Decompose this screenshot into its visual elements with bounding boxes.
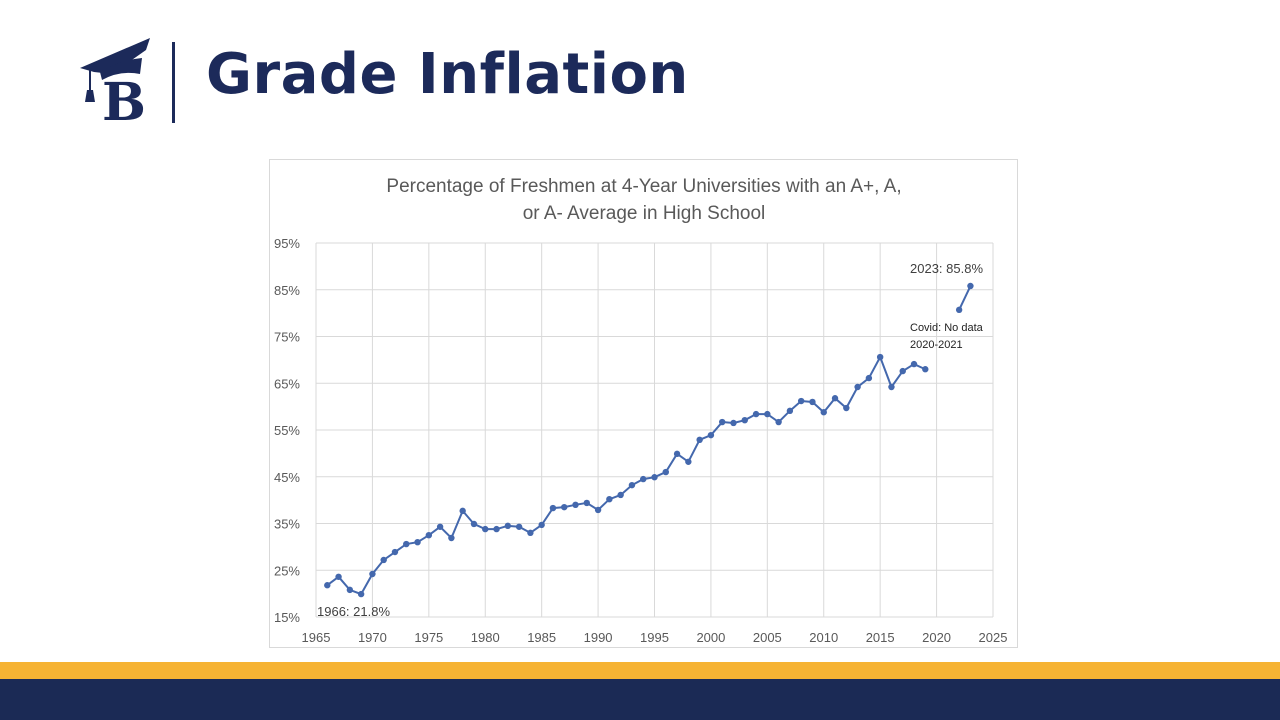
x-tick-label: 2025	[979, 630, 1008, 645]
data-point	[448, 534, 455, 542]
x-tick-label: 2010	[809, 630, 838, 645]
data-point	[764, 410, 771, 418]
data-point	[752, 410, 760, 418]
data-point	[888, 383, 895, 391]
data-point	[922, 366, 929, 373]
footer-gold-band	[0, 662, 1280, 679]
y-tick-label: 75%	[274, 330, 300, 345]
data-point	[865, 374, 873, 382]
data-point	[594, 506, 602, 514]
x-tick-label: 2000	[696, 630, 725, 645]
data-point	[967, 282, 974, 290]
data-point	[617, 491, 624, 499]
data-point	[673, 450, 681, 458]
x-tick-label: 1965	[302, 630, 331, 645]
data-point	[561, 503, 568, 511]
chart-svg: Percentage of Freshmen at 4-Year Univers…	[274, 176, 1008, 645]
x-tick-label: 1990	[584, 630, 613, 645]
data-point	[493, 525, 500, 533]
data-point	[719, 418, 726, 426]
covid-annotation-line-2: 2020-2021	[910, 339, 963, 351]
data-point	[470, 520, 478, 528]
data-point	[425, 531, 433, 539]
data-point	[662, 468, 669, 476]
data-point	[346, 586, 354, 594]
page-title: Grade Inflation	[206, 42, 689, 107]
data-point	[707, 431, 715, 439]
data-point	[403, 540, 410, 548]
y-tick-label: 95%	[274, 236, 300, 251]
logo-graduation-cap-b: B	[80, 38, 150, 124]
series-line	[958, 285, 972, 311]
x-tick-label: 1975	[414, 630, 443, 645]
data-point	[809, 398, 816, 406]
data-point	[459, 507, 466, 515]
x-tick-label: 2020	[922, 630, 951, 645]
y-tick-label: 55%	[274, 423, 300, 438]
data-point	[696, 436, 703, 444]
data-point	[640, 475, 647, 483]
data-point	[876, 353, 884, 361]
data-point	[380, 556, 387, 564]
data-point	[786, 407, 794, 415]
series-line	[326, 354, 926, 596]
data-point	[910, 360, 918, 368]
x-tick-label: 1980	[471, 630, 500, 645]
data-point	[538, 521, 545, 529]
data-point	[482, 525, 489, 533]
data-point	[369, 570, 376, 578]
svg-text:B: B	[102, 72, 146, 124]
data-point	[685, 458, 692, 465]
x-tick-label: 2005	[753, 630, 782, 645]
data-point	[831, 395, 839, 402]
chart-title-line-2: or A- Average in High School	[523, 203, 766, 224]
data-point	[583, 499, 590, 507]
data-point	[324, 582, 331, 589]
x-tick-label: 1995	[640, 630, 669, 645]
data-point	[730, 419, 737, 427]
data-point	[854, 383, 861, 391]
y-tick-label: 35%	[274, 517, 300, 532]
data-point	[549, 504, 557, 512]
data-point	[899, 367, 906, 375]
y-tick-label: 85%	[274, 283, 300, 298]
x-tick-label: 1970	[358, 630, 387, 645]
y-tick-label: 25%	[274, 563, 300, 578]
data-point	[572, 501, 579, 508]
data-point	[843, 404, 850, 412]
data-point	[335, 573, 342, 580]
y-tick-label: 15%	[274, 610, 300, 625]
end-annotation: 2023: 85.8%	[910, 261, 983, 276]
data-point	[628, 481, 636, 489]
data-point	[606, 495, 613, 503]
data-point	[527, 529, 534, 537]
data-point	[651, 474, 658, 481]
chart-title-line-1: Percentage of Freshmen at 4-Year Univers…	[386, 176, 901, 197]
data-point	[775, 418, 782, 426]
x-tick-label: 2015	[866, 630, 895, 645]
data-point	[515, 523, 523, 530]
footer-navy-band	[0, 679, 1280, 720]
start-annotation: 1966: 21.8%	[317, 604, 390, 619]
data-point	[741, 416, 748, 424]
data-point	[436, 523, 444, 530]
data-point	[820, 409, 827, 416]
y-tick-label: 45%	[274, 470, 300, 485]
data-point	[797, 397, 805, 405]
line-chart: Percentage of Freshmen at 4-Year Univers…	[269, 159, 1018, 648]
covid-annotation-line-1: Covid: No data	[910, 322, 984, 334]
y-tick-label: 65%	[274, 376, 300, 391]
x-tick-label: 1985	[527, 630, 556, 645]
data-point	[391, 548, 399, 556]
data-point	[357, 590, 365, 598]
data-point	[414, 539, 421, 546]
data-point	[955, 306, 963, 314]
header-divider	[172, 42, 175, 123]
data-point	[504, 522, 512, 530]
